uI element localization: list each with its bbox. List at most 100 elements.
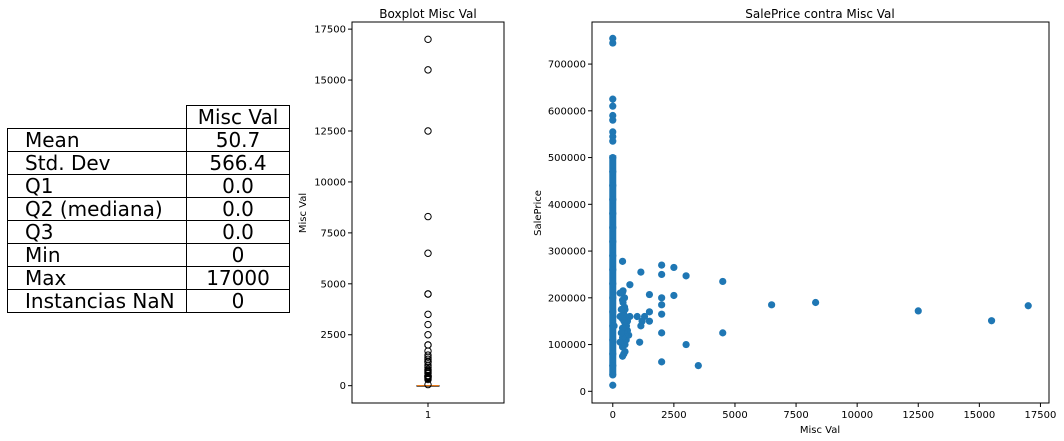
scatter-point: [670, 263, 678, 272]
table-row: Std. Dev 566.4: [7, 151, 290, 175]
boxplot-ytick-label: 12500: [314, 127, 346, 138]
scatter-point: [609, 196, 617, 204]
table-row-label: Instancias NaN: [7, 289, 187, 313]
boxplot-outlier: [424, 35, 432, 44]
stats-table: Misc Val Mean 50.7 Std. Dev 566.4 Q1 0.0 Q2 (me…: [7, 105, 290, 313]
boxplot-outlier: [424, 249, 432, 257]
scatter-point: [609, 252, 617, 260]
table-row-value: 0.0: [186, 220, 290, 244]
scatter-xtick-label: 10000: [841, 410, 873, 421]
boxplot-outlier: [424, 375, 432, 384]
scatter-point: [609, 224, 617, 232]
scatter-point: [682, 272, 690, 280]
table-row: Min 0: [7, 243, 290, 267]
scatter-point: [682, 340, 690, 349]
scatter-point: [618, 257, 627, 265]
boxplot-ytick-label: 5000: [321, 279, 346, 290]
boxplot-outlier: [424, 127, 432, 135]
scatter-point: [609, 350, 617, 358]
boxplot-ytick-label: 17500: [314, 25, 346, 36]
scatter-point: [616, 338, 624, 346]
table-column-header: Misc Val: [186, 105, 290, 129]
scatter-point: [658, 261, 666, 269]
boxplot-outlier: [424, 353, 432, 361]
table-row-label: Min: [7, 243, 187, 267]
scatter-point: [609, 280, 617, 288]
scatter-point: [609, 95, 617, 103]
boxplot-outlier: [424, 212, 432, 221]
table-row-label: Q2 (mediana): [7, 197, 187, 221]
scatter-point: [609, 210, 617, 218]
table-row-value: 0: [186, 289, 290, 313]
scatter-xtick-label: 15000: [963, 410, 995, 421]
scatter-point: [609, 116, 617, 124]
scatter-point: [609, 182, 617, 190]
boxplot-ytick-label: 0: [340, 381, 346, 392]
scatter-ytick-label: 400000: [548, 200, 586, 211]
scatter-xtick-label: 5000: [722, 410, 747, 421]
scatter-point: [658, 329, 666, 337]
scatter-point: [610, 322, 618, 330]
scatter-point: [609, 336, 617, 344]
scatter-point: [609, 153, 617, 162]
boxplot-ylabel: Misc Val: [298, 193, 309, 233]
boxplot-outlier: [424, 380, 432, 389]
boxplot-outlier: [424, 66, 432, 74]
scatter-point: [1024, 302, 1032, 310]
scatter-point: [616, 289, 624, 297]
scatter-point: [914, 307, 922, 315]
scatter-frame: [591, 21, 1050, 404]
table-row-value: 0: [186, 243, 290, 267]
scatter-point: [645, 290, 654, 299]
table-row: Max 17000: [7, 266, 290, 290]
scatter-point: [637, 322, 645, 330]
scatter-ytick-label: 500000: [548, 153, 586, 164]
scatter-point: [609, 381, 617, 389]
scatter-point: [617, 329, 625, 337]
scatter-point: [645, 317, 654, 325]
table-row-value: 0.0: [186, 197, 290, 221]
table-row-value: 0.0: [186, 174, 290, 198]
scatter-point: [719, 329, 727, 337]
scatter-point: [609, 167, 617, 176]
boxplot-outlier: [424, 358, 432, 366]
scatter-point: [768, 301, 776, 309]
scatter-point: [670, 291, 678, 300]
table-row-label: Max: [7, 266, 187, 290]
scatter-point: [609, 266, 617, 274]
scatter-ytick-label: 600000: [548, 106, 586, 117]
scatter-point: [987, 317, 996, 325]
boxplot-ytick-label: 2500: [321, 330, 346, 341]
table-header-row: Misc Val: [8, 105, 290, 129]
scatter-xtick-label: 17500: [1025, 410, 1057, 421]
scatter-xtick-label: 0: [610, 410, 616, 421]
scatter-point: [633, 312, 641, 321]
table-row: Instancias NaN 0: [7, 289, 290, 313]
table-row-value: 17000: [186, 266, 290, 290]
scatter-point: [616, 312, 624, 321]
scatter-ytick-label: 700000: [548, 60, 586, 71]
scatter-ytick-label: 0: [580, 387, 586, 398]
scatter-ytick-label: 300000: [548, 247, 586, 258]
scatter-point: [618, 352, 627, 360]
scatter-point: [609, 102, 617, 110]
table-row: Mean 50.7: [7, 128, 290, 152]
scatter-point: [609, 39, 617, 47]
table-row-value: 566.4: [186, 151, 290, 175]
scatter-xtick-label: 2500: [661, 410, 686, 421]
boxplot-outlier: [424, 310, 432, 319]
boxplot-xtick-label: 1: [425, 410, 431, 421]
scatter-point: [658, 294, 666, 302]
table-row-label: Mean: [7, 128, 187, 152]
scatter-point: [658, 270, 666, 279]
boxplot-ytick-label: 7500: [321, 228, 346, 239]
scatter-point: [812, 298, 820, 307]
scatter-point: [626, 281, 634, 289]
scatter-point: [636, 338, 644, 346]
scatter-ytick-label: 200000: [548, 293, 586, 304]
scatter-ytick-label: 100000: [548, 340, 586, 351]
boxplot-outlier: [424, 331, 432, 339]
scatter-point: [609, 362, 617, 370]
table-row: Q1 0.0: [7, 174, 290, 198]
